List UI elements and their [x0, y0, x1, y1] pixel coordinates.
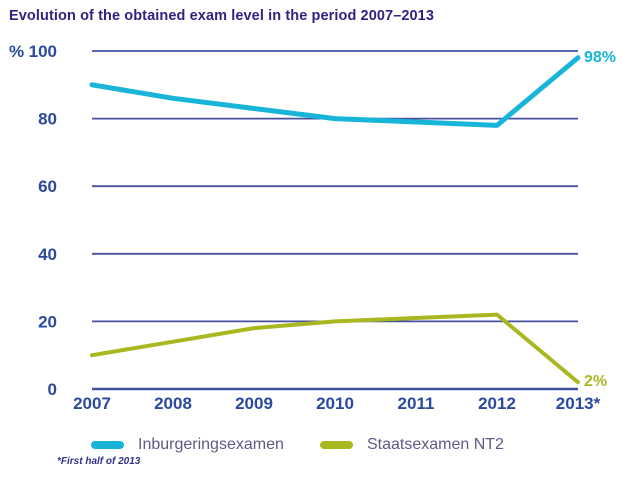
- legend: Inburgeringsexamen Staatsexamen NT2: [0, 434, 627, 456]
- x-tick-label-2008: 2008: [154, 394, 192, 413]
- series-end-label-1: 2%: [584, 373, 607, 390]
- legend-swatch-cyan: [91, 441, 124, 449]
- legend-swatch-olive: [320, 441, 353, 449]
- y-tick-label-0: 0: [48, 380, 57, 399]
- x-tick-label-2012: 2012: [478, 394, 516, 413]
- y-tick-label-80: 80: [38, 110, 57, 129]
- legend-label: Inburgeringsexamen: [138, 436, 284, 453]
- x-tick-label-2013: 2013*: [556, 394, 601, 413]
- x-tick-label-2009: 2009: [235, 394, 273, 413]
- legend-label: Staatsexamen NT2: [367, 436, 504, 453]
- x-tick-label-2007: 2007: [73, 394, 111, 413]
- x-tick-label-2010: 2010: [316, 394, 354, 413]
- legend-item-staatsexamen-nt2: Staatsexamen NT2: [320, 434, 504, 456]
- y-tick-label-100: 100: [29, 42, 57, 61]
- chart-canvas: 0 20 40 60 80 100% 2007 2008 2009 2010 2011 2012 201…: [9, 42, 616, 413]
- chart-title: Evolution of the obtained exam level in …: [9, 8, 435, 24]
- series-line-1: [90, 312, 580, 385]
- series-line-0: [89, 55, 581, 128]
- footnote: *First half of 2013: [57, 456, 141, 467]
- y-tick-label-60: 60: [38, 177, 57, 196]
- y-tick-label-40: 40: [38, 245, 57, 264]
- x-tick-label-2011: 2011: [398, 394, 435, 413]
- y-tick-label-20: 20: [38, 312, 57, 331]
- series-end-label-0: 98%: [584, 49, 616, 66]
- y-axis-unit-label: %: [9, 42, 24, 61]
- legend-item-inburgeringsexamen: Inburgeringsexamen: [91, 434, 284, 456]
